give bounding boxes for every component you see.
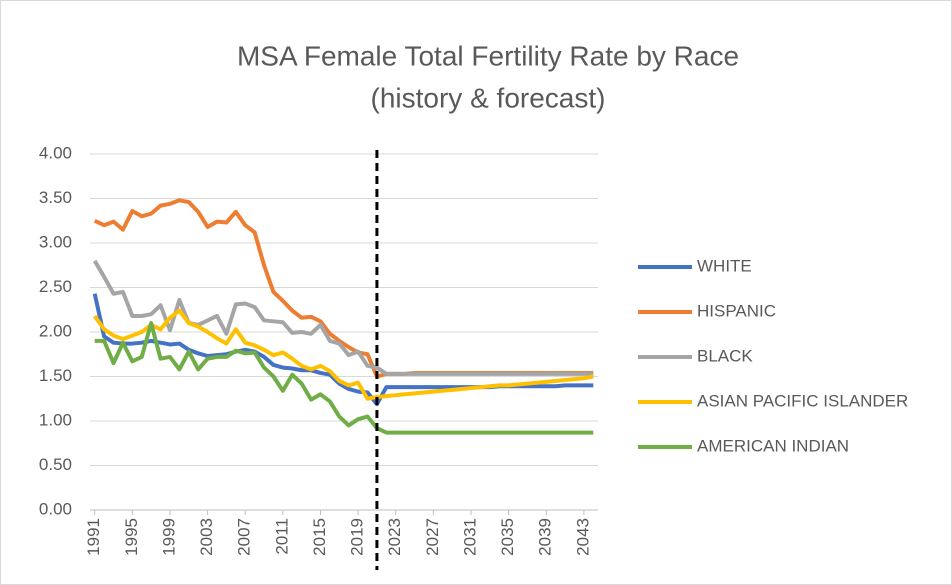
y-tick-label: 4.00 [39, 143, 72, 162]
chart-title: MSA Female Total Fertility Rate by Race [237, 40, 739, 71]
y-tick-label: 3.00 [39, 232, 72, 251]
x-tick-label: 2031 [460, 518, 479, 556]
x-tick-label: 2011 [272, 518, 291, 555]
x-tick-label: 2043 [573, 518, 592, 556]
x-tick-label: 2019 [348, 518, 367, 556]
y-tick-label: 0.00 [39, 499, 72, 518]
x-tick-label: 1999 [159, 518, 178, 556]
series-line [92, 259, 594, 376]
legend-label: ASIAN PACIFIC ISLANDER [697, 391, 908, 410]
x-tick-label: 2003 [197, 518, 216, 556]
y-tick-label: 0.50 [39, 455, 72, 474]
series-line [93, 308, 594, 401]
legend-label: HISPANIC [697, 301, 776, 320]
x-tick-label: 2039 [536, 518, 555, 556]
y-tick-label: 2.50 [39, 277, 72, 296]
x-tick-label: 2035 [498, 518, 517, 556]
x-tick-label: 2023 [385, 518, 404, 556]
legend-label: BLACK [697, 346, 753, 365]
x-tick-label: 2027 [423, 518, 442, 556]
chart-subtitle: (history & forecast) [371, 82, 606, 113]
legend-label: WHITE [697, 256, 752, 275]
x-tick-label: 1991 [84, 518, 103, 556]
y-tick-label: 1.00 [39, 410, 72, 429]
y-tick-label: 3.50 [39, 188, 72, 207]
series-line [94, 321, 594, 435]
legend-label: AMERICAN INDIAN [697, 436, 849, 455]
x-tick-label: 2015 [310, 518, 329, 556]
y-tick-label: 1.50 [39, 366, 72, 385]
y-tick-label: 2.00 [39, 321, 72, 340]
x-tick-label: 1995 [122, 518, 141, 556]
x-tick-label: 2007 [235, 518, 254, 556]
